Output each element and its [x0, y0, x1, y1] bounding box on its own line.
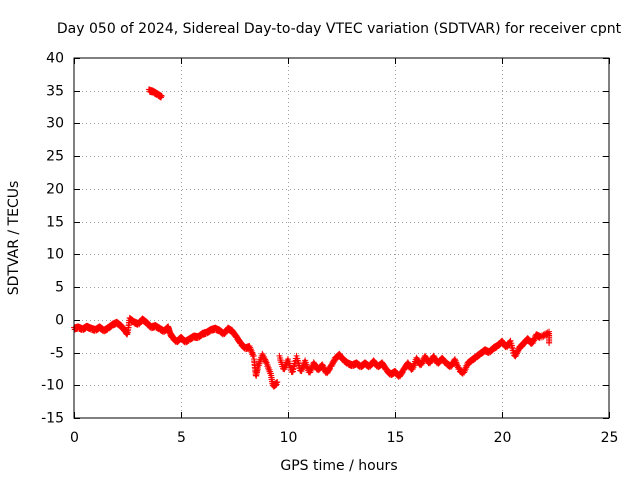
grid — [74, 58, 609, 418]
data-point — [513, 350, 520, 357]
data-point — [514, 349, 521, 356]
y-tick-label: -15 — [41, 411, 64, 427]
y-tick-label: 35 — [46, 84, 64, 100]
data-points — [71, 86, 553, 390]
x-tick-label: 15 — [387, 430, 405, 446]
x-tick-label: 10 — [280, 430, 298, 446]
y-tick-label: 10 — [46, 247, 64, 263]
data-point — [293, 352, 300, 359]
data-point — [418, 361, 425, 368]
y-tick-label: 40 — [46, 51, 64, 67]
x-tick-label: 25 — [601, 430, 619, 446]
data-point — [508, 344, 515, 351]
data-point — [158, 92, 165, 99]
y-tick-label: 25 — [46, 149, 64, 165]
data-point — [272, 382, 279, 389]
data-point — [546, 339, 553, 346]
data-point — [544, 331, 551, 338]
x-tick-label: 20 — [494, 430, 512, 446]
data-point — [262, 359, 269, 366]
chart-title: Day 050 of 2024, Sidereal Day-to-day VTE… — [57, 21, 622, 37]
data-point — [273, 381, 280, 388]
data-point — [290, 365, 297, 372]
y-tick-label: 5 — [55, 280, 64, 296]
data-point — [530, 338, 537, 345]
y-tick-label: 15 — [46, 215, 64, 231]
data-point — [272, 382, 279, 389]
data-point — [529, 340, 536, 347]
data-point — [329, 362, 336, 369]
data-point — [330, 359, 337, 366]
data-point — [326, 366, 333, 373]
data-point — [507, 337, 514, 344]
plot-frame — [73, 57, 610, 419]
data-point — [512, 353, 519, 360]
axis-ticks: -15 -10 -5 0 5 10 15 20 25 30 35 40 0 5 10 15 20 25 — [41, 51, 618, 447]
x-tick-label: 0 — [70, 430, 79, 446]
data-point — [274, 379, 281, 385]
data-point — [399, 370, 406, 377]
data-point — [328, 363, 335, 370]
y-tick-label: 20 — [46, 182, 64, 198]
y-tick-label: 0 — [55, 313, 64, 329]
y-tick-label: -10 — [41, 378, 64, 394]
y-tick-label: 30 — [46, 116, 64, 132]
data-point — [531, 337, 538, 344]
data-point — [329, 360, 336, 367]
data-point — [513, 351, 520, 358]
data-point — [319, 361, 326, 368]
data-point — [294, 357, 301, 364]
y-tick-label: -5 — [50, 346, 64, 362]
x-axis-label: GPS time / hours — [280, 458, 397, 474]
data-point — [508, 342, 515, 349]
y-axis-label: SDTVAR / TECUs — [6, 181, 22, 296]
x-tick-label: 5 — [177, 430, 186, 446]
data-point — [289, 368, 296, 375]
data-point — [259, 350, 266, 357]
data-point — [289, 369, 296, 376]
data-point — [294, 359, 301, 366]
data-point — [419, 360, 426, 367]
